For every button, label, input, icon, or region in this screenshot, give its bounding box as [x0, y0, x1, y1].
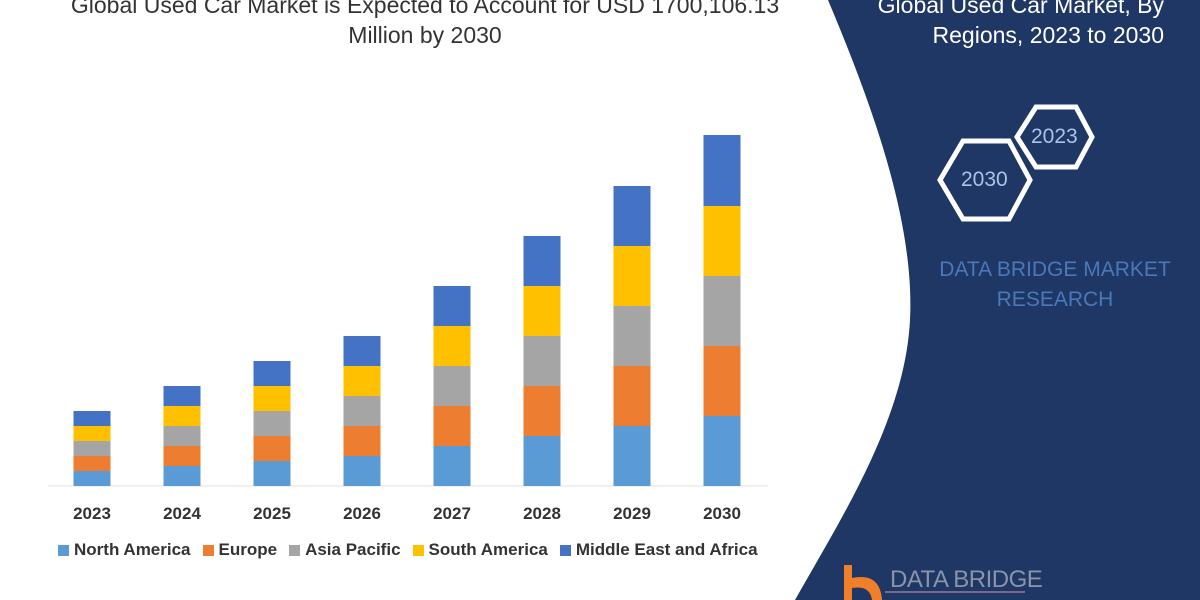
legend-item: South America — [412, 540, 548, 560]
x-tick-label: 2026 — [343, 504, 381, 523]
bar-segment-2024-asia-pacific — [163, 426, 201, 446]
legend-item: Asia Pacific — [289, 540, 401, 560]
x-tick-label: 2030 — [703, 504, 741, 523]
bar-segment-2030-asia-pacific — [703, 276, 741, 346]
x-tick-label: 2028 — [523, 504, 561, 523]
bar-segment-2029-north-america — [613, 426, 651, 486]
bar-segment-2026-europe — [343, 426, 381, 456]
bar-segment-2030-europe — [703, 346, 741, 416]
bar-segment-2024-north-america — [163, 466, 201, 486]
bar-segment-2023-middle-east-and-africa — [73, 411, 111, 426]
bar-segment-2028-south-america — [523, 286, 561, 336]
x-tick-label: 2024 — [163, 504, 201, 523]
bar-segment-2025-north-america — [253, 461, 291, 486]
side-title-line-1: Global Used Car Market, By — [877, 0, 1164, 18]
bar-segment-2027-europe — [433, 406, 471, 446]
bar-segment-2023-south-america — [73, 426, 111, 441]
legend-label: Middle East and Africa — [575, 540, 758, 559]
legend-label: North America — [74, 540, 191, 559]
legend: North America Europe Asia Pacific South Ame… — [58, 540, 758, 560]
bar-segment-2026-north-america — [343, 456, 381, 486]
bar-segment-2024-europe — [163, 446, 201, 466]
chart-title: Global Used Car Market is Expected to Ac… — [30, 0, 820, 50]
legend-swatch — [412, 544, 424, 556]
bar-segment-2023-europe — [73, 456, 111, 471]
legend-item: North America — [58, 540, 191, 560]
bar-segment-2030-middle-east-and-africa — [703, 135, 741, 206]
x-tick-label: 2025 — [253, 504, 291, 523]
bar-segment-2028-middle-east-and-africa — [523, 236, 561, 286]
brand-line-1: DATA BRIDGE MARKET — [939, 258, 1171, 281]
hex-label-2023: 2023 — [1031, 125, 1078, 148]
title-line-2: Million by 2030 — [348, 22, 502, 48]
bar-segment-2024-south-america — [163, 406, 201, 426]
x-tick-label: 2027 — [433, 504, 471, 523]
bar-segment-2029-south-america — [613, 246, 651, 306]
brand-text: DATA BRIDGE MARKET RESEARCH — [920, 255, 1190, 315]
legend-swatch — [289, 544, 301, 556]
bar-segment-2025-south-america — [253, 386, 291, 411]
bar-segment-2024-middle-east-and-africa — [163, 386, 201, 406]
legend-swatch — [58, 544, 69, 556]
bar-segment-2026-middle-east-and-africa — [343, 336, 381, 366]
hexagon-2030 — [937, 138, 1033, 222]
bar-segment-2030-north-america — [703, 416, 741, 486]
brand-line-2: RESEARCH — [996, 288, 1114, 311]
legend-item: Europe — [202, 540, 278, 560]
hex-label-2030: 2030 — [961, 168, 1008, 191]
x-tick-label: 2029 — [613, 504, 651, 523]
bar-segment-2028-asia-pacific — [523, 336, 561, 386]
bar-segment-2029-europe — [613, 366, 651, 426]
bar-segment-2027-north-america — [433, 446, 471, 486]
bar-segment-2026-asia-pacific — [343, 396, 381, 426]
legend-label: Europe — [218, 540, 278, 559]
legend-item: Middle East and Africa — [559, 540, 758, 560]
bar-segment-2029-asia-pacific — [613, 306, 651, 366]
side-panel-background — [795, 0, 1200, 600]
bar-segment-2026-south-america — [343, 366, 381, 396]
bar-segment-2025-europe — [253, 436, 291, 461]
legend-swatch — [559, 544, 571, 556]
legend-swatch — [202, 544, 214, 556]
bar-segment-2025-middle-east-and-africa — [253, 361, 291, 386]
bar-segment-2027-asia-pacific — [433, 366, 471, 406]
logo-text: DATA BRIDGE — [890, 566, 1043, 593]
bar-segment-2029-middle-east-and-africa — [613, 186, 651, 246]
bar-segment-2025-asia-pacific — [253, 411, 291, 436]
hexagon-2023 — [1014, 104, 1095, 170]
side-title-line-2: Regions, 2023 to 2030 — [932, 22, 1164, 48]
title-line-1: Global Used Car Market is Expected to Ac… — [70, 0, 780, 18]
logo-icon — [844, 565, 1025, 600]
legend-label: Asia Pacific — [305, 540, 401, 559]
x-tick-label: 2023 — [73, 504, 111, 523]
bar-segment-2028-north-america — [523, 436, 561, 486]
bar-segment-2023-asia-pacific — [73, 441, 111, 456]
legend-label: South America — [428, 540, 548, 559]
bar-segment-2027-south-america — [433, 326, 471, 366]
bar-segment-2028-europe — [523, 386, 561, 436]
bar-segment-2023-north-america — [73, 471, 111, 486]
side-panel-title: Global Used Car Market, By Regions, 2023… — [844, 0, 1164, 50]
bar-segment-2030-south-america — [703, 206, 741, 276]
bar-segment-2027-middle-east-and-africa — [433, 286, 471, 326]
